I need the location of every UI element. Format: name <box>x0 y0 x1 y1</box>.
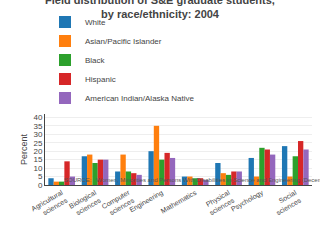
svg-text:Agriculturalsciences: Agriculturalsciences <box>30 188 69 220</box>
svg-text:10: 10 <box>33 164 42 173</box>
svg-text:Hispanic: Hispanic <box>85 75 116 84</box>
svg-text:0: 0 <box>38 181 43 190</box>
svg-text:Biologicalsciences: Biologicalsciences <box>68 188 102 217</box>
svg-text:5: 5 <box>38 172 43 181</box>
svg-text:Socialsciences: Socialsciences <box>270 188 302 216</box>
svg-text:White: White <box>85 18 106 27</box>
svg-text:Physicalsciences: Physicalsciences <box>204 188 236 216</box>
svg-text:Black: Black <box>85 56 106 65</box>
svg-text:25: 25 <box>33 139 42 148</box>
svg-text:40: 40 <box>33 113 42 122</box>
svg-text:Computersciences: Computersciences <box>101 188 136 218</box>
svg-text:15: 15 <box>33 155 42 164</box>
svg-text:20: 20 <box>33 147 42 156</box>
svg-text:Engineering: Engineering <box>128 189 164 215</box>
svg-text:American Indian/Alaska Native: American Indian/Alaska Native <box>85 94 194 103</box>
svg-text:Asian/Pacific Islander: Asian/Pacific Islander <box>85 37 162 46</box>
svg-text:SOURCE: Women, Minorities an: SOURCE: Women, Minorities and Persons Wi… <box>64 177 320 183</box>
svg-text:30: 30 <box>33 130 42 139</box>
svg-text:Mathematics: Mathematics <box>160 188 198 214</box>
svg-text:Percent: Percent <box>19 133 29 165</box>
svg-text:35: 35 <box>33 122 42 131</box>
svg-text:Psychology: Psychology <box>230 188 265 213</box>
svg-text:Field distribution of S&E grad: Field distribution of S&E graduate stude… <box>45 0 275 20</box>
